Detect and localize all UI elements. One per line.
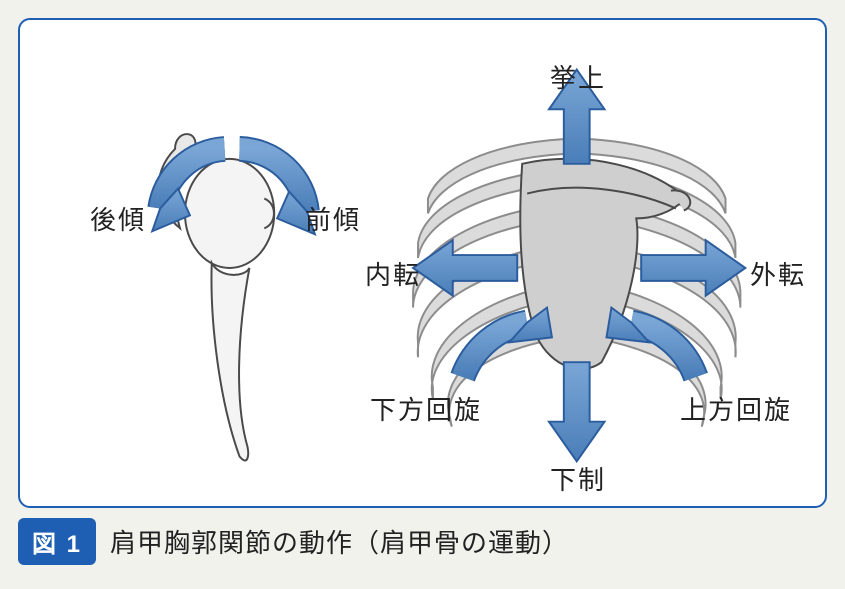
label-elevation: 挙上	[550, 58, 606, 95]
label-posterior-tilt: 後傾	[90, 200, 146, 237]
label-abduction: 外転	[750, 255, 806, 292]
figure-badge: 図 1	[18, 518, 96, 565]
label-downward-rotation: 下方回旋	[370, 390, 482, 427]
label-adduction: 内転	[365, 255, 421, 292]
diagram-frame: 後傾 前傾 挙上 下制 内転 外転 下方回旋 上方回旋	[18, 18, 827, 508]
label-depression: 下制	[550, 460, 606, 497]
left-diagram	[152, 134, 315, 460]
caption-row: 図 1 肩甲胸郭関節の動作（肩甲骨の運動）	[18, 518, 827, 565]
figure-caption: 肩甲胸郭関節の動作（肩甲骨の運動）	[110, 523, 569, 560]
depression-arrow	[549, 362, 605, 461]
diagram-svg	[20, 20, 825, 506]
label-upward-rotation: 上方回旋	[680, 390, 792, 427]
label-anterior-tilt: 前傾	[305, 200, 361, 237]
